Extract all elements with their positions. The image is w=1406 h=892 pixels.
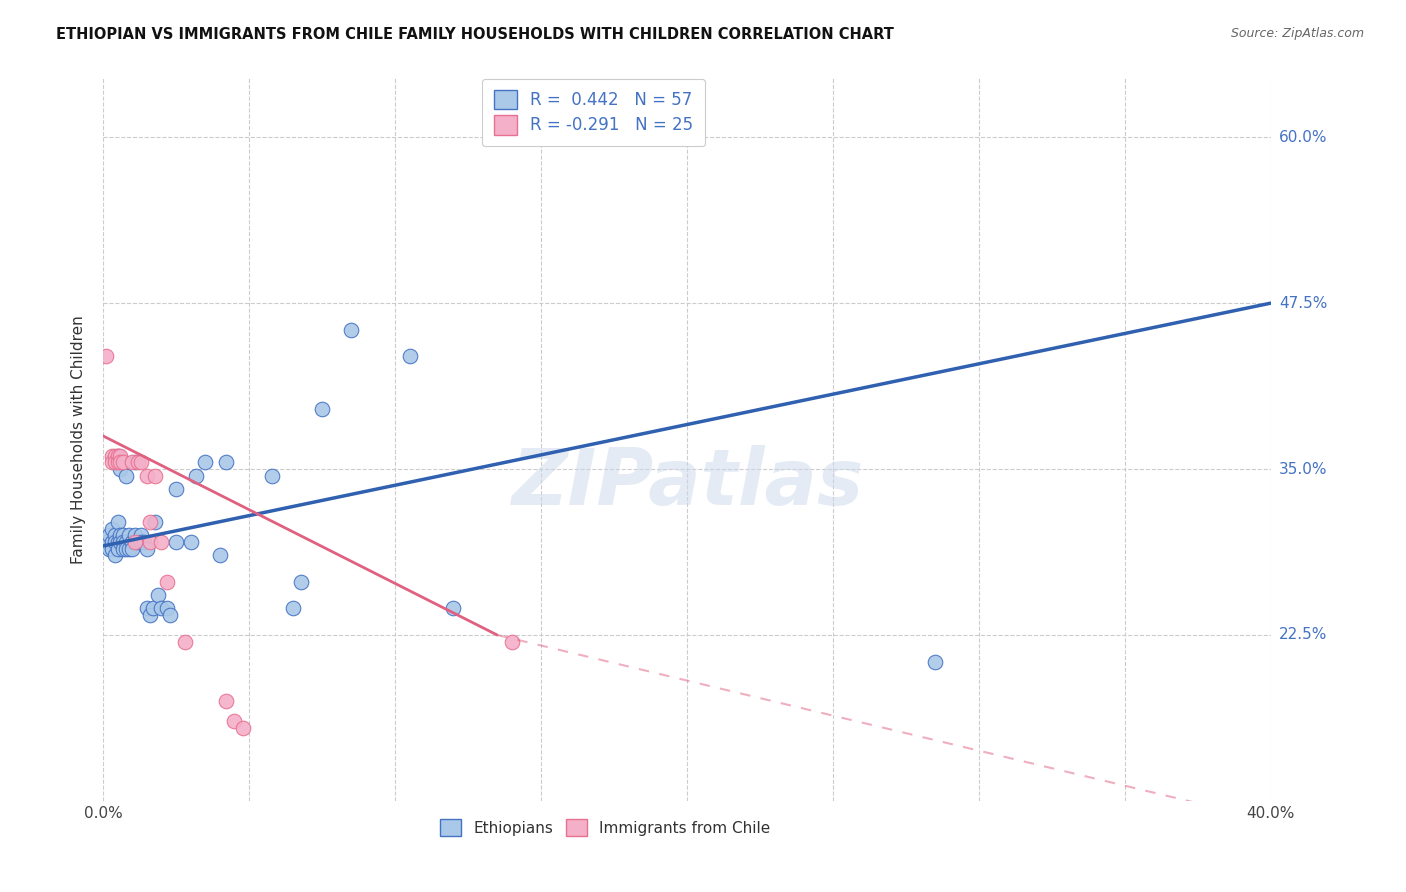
- Point: [115, 468, 138, 483]
- Y-axis label: Family Households with Children: Family Households with Children: [72, 315, 86, 564]
- Point: [214, 694, 236, 708]
- Point: [156, 601, 179, 615]
- Point: [501, 634, 523, 648]
- Point: [311, 402, 333, 417]
- Point: [103, 528, 125, 542]
- Point: [110, 449, 132, 463]
- Text: 60.0%: 60.0%: [1279, 129, 1327, 145]
- Point: [110, 528, 132, 542]
- Point: [224, 714, 246, 729]
- Point: [100, 522, 122, 536]
- Point: [100, 455, 122, 469]
- Point: [112, 455, 135, 469]
- Point: [118, 528, 141, 542]
- Point: [165, 535, 187, 549]
- Point: [290, 574, 312, 589]
- Point: [145, 468, 167, 483]
- Point: [107, 541, 129, 556]
- Point: [141, 601, 163, 615]
- Point: [94, 349, 117, 363]
- Point: [94, 535, 117, 549]
- Text: ETHIOPIAN VS IMMIGRANTS FROM CHILE FAMILY HOUSEHOLDS WITH CHILDREN CORRELATION C: ETHIOPIAN VS IMMIGRANTS FROM CHILE FAMIL…: [56, 27, 894, 42]
- Point: [135, 541, 157, 556]
- Point: [107, 535, 129, 549]
- Point: [129, 535, 152, 549]
- Point: [121, 455, 143, 469]
- Point: [173, 634, 195, 648]
- Point: [97, 528, 120, 542]
- Text: 47.5%: 47.5%: [1279, 295, 1327, 310]
- Point: [232, 721, 254, 735]
- Text: 35.0%: 35.0%: [1279, 461, 1327, 476]
- Point: [121, 541, 143, 556]
- Point: [100, 535, 122, 549]
- Point: [179, 535, 201, 549]
- Point: [103, 549, 125, 563]
- Point: [924, 655, 946, 669]
- Point: [138, 535, 160, 549]
- Point: [129, 528, 152, 542]
- Point: [103, 535, 125, 549]
- Point: [281, 601, 304, 615]
- Point: [107, 449, 129, 463]
- Point: [100, 449, 122, 463]
- Point: [115, 535, 138, 549]
- Point: [145, 515, 167, 529]
- Text: Source: ZipAtlas.com: Source: ZipAtlas.com: [1230, 27, 1364, 40]
- Point: [138, 515, 160, 529]
- Point: [262, 468, 284, 483]
- Legend: Ethiopians, Immigrants from Chile: Ethiopians, Immigrants from Chile: [432, 811, 778, 844]
- Point: [124, 455, 146, 469]
- Point: [156, 574, 179, 589]
- Point: [97, 541, 120, 556]
- Point: [103, 455, 125, 469]
- Point: [186, 468, 208, 483]
- Point: [121, 535, 143, 549]
- Point: [112, 541, 135, 556]
- Point: [150, 601, 173, 615]
- Point: [132, 535, 155, 549]
- Point: [214, 455, 236, 469]
- Point: [100, 541, 122, 556]
- Point: [127, 535, 149, 549]
- Point: [441, 601, 464, 615]
- Point: [110, 455, 132, 469]
- Text: ZIPatlas: ZIPatlas: [510, 444, 863, 521]
- Point: [165, 482, 187, 496]
- Point: [107, 449, 129, 463]
- Point: [112, 528, 135, 542]
- Point: [194, 455, 217, 469]
- Point: [110, 535, 132, 549]
- Point: [135, 601, 157, 615]
- Text: 22.5%: 22.5%: [1279, 627, 1327, 642]
- Point: [135, 468, 157, 483]
- Point: [110, 455, 132, 469]
- Point: [124, 535, 146, 549]
- Point: [118, 541, 141, 556]
- Point: [103, 449, 125, 463]
- Point: [110, 462, 132, 476]
- Point: [112, 535, 135, 549]
- Point: [159, 608, 181, 623]
- Point: [127, 455, 149, 469]
- Point: [148, 588, 170, 602]
- Point: [129, 455, 152, 469]
- Point: [150, 535, 173, 549]
- Point: [398, 349, 420, 363]
- Point: [340, 323, 363, 337]
- Point: [107, 515, 129, 529]
- Point: [107, 455, 129, 469]
- Point: [115, 541, 138, 556]
- Point: [138, 608, 160, 623]
- Point: [208, 549, 231, 563]
- Point: [124, 528, 146, 542]
